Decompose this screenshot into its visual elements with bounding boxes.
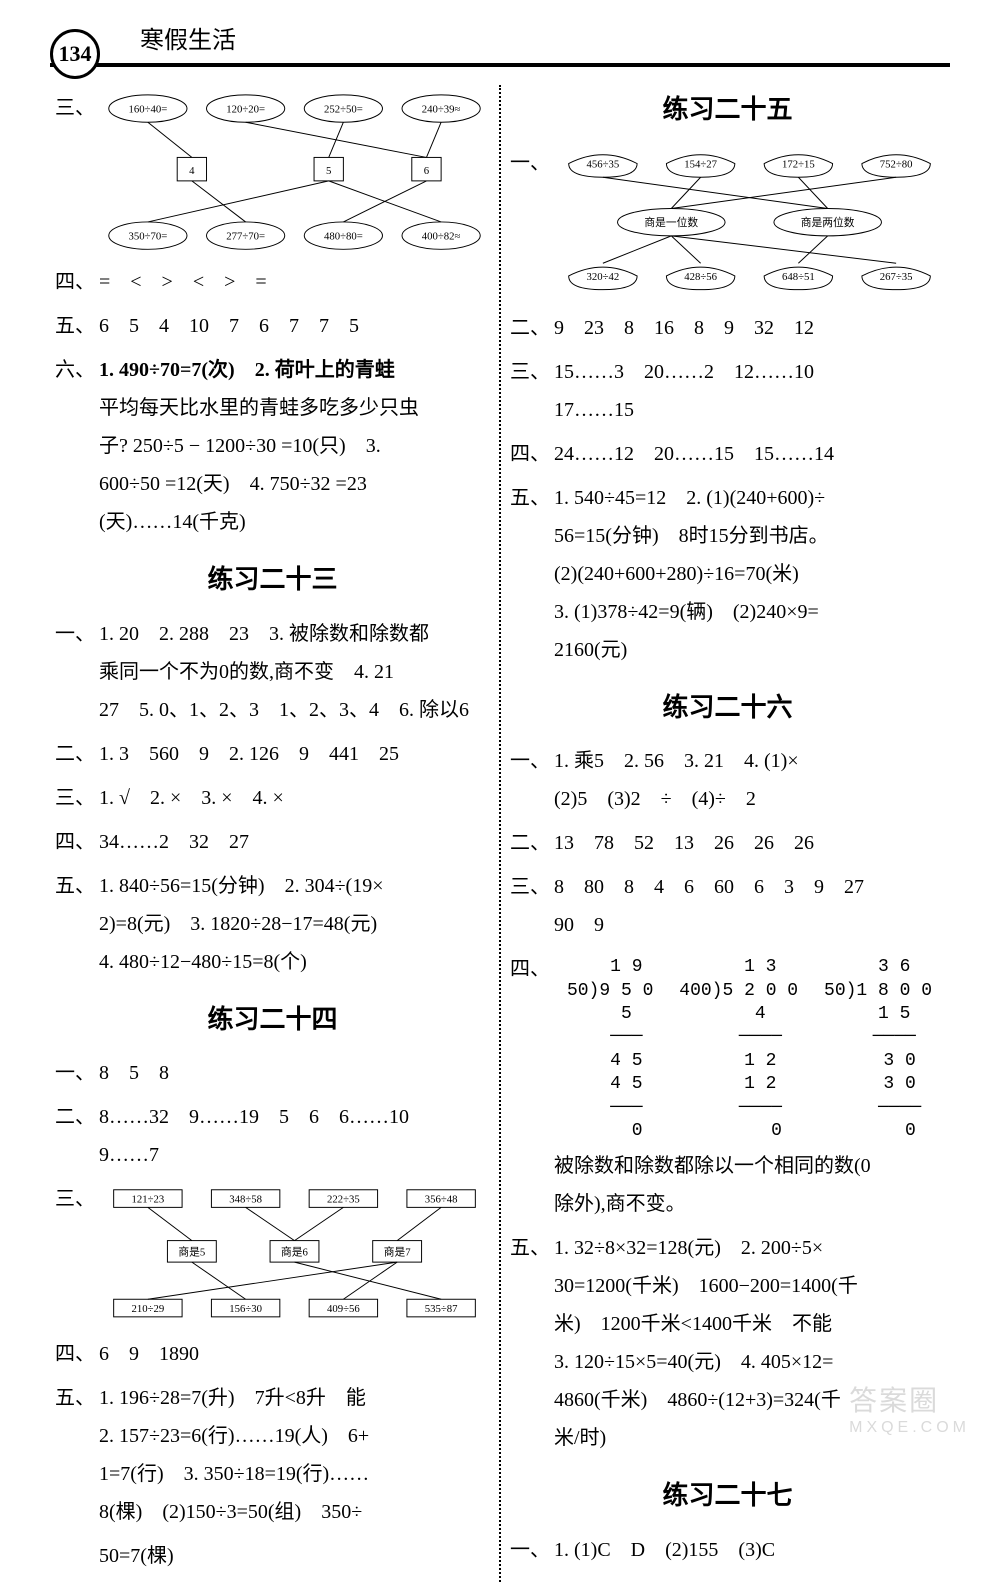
svg-text:240÷39≈: 240÷39≈ (422, 103, 461, 115)
svg-text:210÷29: 210÷29 (131, 1303, 164, 1315)
diagram-1: 三、 160÷40= 120÷20= 252÷50= 240÷39≈ 4 5 6… (55, 89, 490, 255)
svg-text:172÷15: 172÷15 (782, 159, 815, 171)
diagram-3: 一、 456÷35 154÷27 172÷15 752÷80 商是一位数 商是两… (510, 144, 945, 300)
svg-text:480÷80=: 480÷80= (324, 231, 363, 243)
watermark: 答案圈 MXQE.COM (849, 1379, 970, 1437)
ex23-q5: 五、1. 840÷56=15(分钟) 2. 304÷(19× 2)=8(元) 3… (55, 867, 490, 981)
ex23-q1: 一、1. 20 2. 288 23 3. 被除数和除数都 乘同一个不为0的数,商… (55, 615, 490, 729)
q5: 五、6 5 4 10 7 6 7 7 5 (55, 307, 490, 345)
diagram-3-svg: 456÷35 154÷27 172÷15 752÷80 商是一位数 商是两位数 … (554, 144, 945, 300)
cont-line: 50=7(棵) (55, 1537, 490, 1575)
page-content: 三、 160÷40= 120÷20= 252÷50= 240÷39≈ 4 5 6… (55, 85, 945, 1447)
svg-text:4: 4 (189, 165, 195, 177)
svg-text:277÷70=: 277÷70= (226, 231, 265, 243)
page-header: 134 寒假生活 (50, 20, 950, 67)
svg-text:252÷50=: 252÷50= (324, 103, 363, 115)
ex24-q1: 一、8 5 8 (55, 1054, 490, 1092)
page-number: 134 (50, 29, 100, 79)
diagram-2-svg: 121÷23 348÷58 222÷35 356÷48 商是5 商是6 商是7 … (99, 1180, 490, 1327)
ex25-q3: 三、15……3 20……2 12……10 17……15 (510, 353, 945, 429)
ex24-q5: 五、1. 196÷28=7(升) 7升<8升 能 2. 157÷23=6(行)…… (55, 1379, 490, 1531)
svg-text:320÷42: 320÷42 (586, 271, 619, 283)
ex23-q4: 四、34……2 32 27 (55, 823, 490, 861)
svg-text:154÷27: 154÷27 (684, 159, 717, 171)
ex23-q3: 三、1. √ 2. × 3. × 4. × (55, 779, 490, 817)
ex23-q2: 二、1. 3 560 9 2. 126 9 441 25 (55, 735, 490, 773)
ex26-title: 练习二十六 (510, 683, 945, 732)
diagram-1-svg: 160÷40= 120÷20= 252÷50= 240÷39≈ 4 5 6 35… (99, 89, 490, 255)
long-division: 1 9 50)9 5 0 5 ─── 4 5 4 5 ─── 0 1 3 400… (554, 956, 945, 1143)
ex26-q2: 二、13 78 52 13 26 26 26 (510, 824, 945, 862)
svg-text:350÷70=: 350÷70= (128, 231, 167, 243)
ex24-q4: 四、6 9 1890 (55, 1335, 490, 1373)
svg-text:121÷23: 121÷23 (131, 1193, 164, 1205)
svg-text:267÷35: 267÷35 (880, 271, 913, 283)
svg-text:400÷82≈: 400÷82≈ (422, 231, 461, 243)
ex26-q4: 四、 1 9 50)9 5 0 5 ─── 4 5 4 5 ─── 0 1 3 … (510, 950, 945, 1223)
ex26-q1: 一、1. 乘5 2. 56 3. 21 4. (1)× (2)5 (3)2 ÷ … (510, 742, 945, 818)
ex25-q2: 二、9 23 8 16 8 9 32 12 (510, 309, 945, 347)
svg-text:商是5: 商是5 (178, 1245, 205, 1258)
ex24-q2: 二、8……32 9……19 5 6 6……10 9……7 (55, 1098, 490, 1174)
svg-text:160÷40=: 160÷40= (128, 103, 167, 115)
ex27-title: 练习二十七 (510, 1471, 945, 1520)
svg-text:348÷58: 348÷58 (229, 1193, 262, 1205)
svg-text:6: 6 (424, 165, 430, 177)
svg-text:409÷56: 409÷56 (327, 1303, 360, 1315)
svg-text:535÷87: 535÷87 (425, 1303, 458, 1315)
svg-text:428÷56: 428÷56 (684, 271, 717, 283)
svg-text:120÷20=: 120÷20= (226, 103, 265, 115)
label-3: 三、 (55, 89, 99, 127)
svg-text:商是一位数: 商是一位数 (644, 216, 698, 229)
svg-text:5: 5 (326, 165, 331, 177)
svg-text:商是6: 商是6 (281, 1245, 309, 1258)
ex25-q4: 四、24……12 20……15 15……14 (510, 435, 945, 473)
header-title: 寒假生活 (140, 20, 236, 63)
ex26-q3: 三、8 80 8 4 6 60 6 3 9 27 90 9 (510, 868, 945, 944)
svg-text:752÷80: 752÷80 (880, 159, 913, 171)
q6: 六、1. 490÷70=7(次) 2. 荷叶上的青蛙 平均每天比水里的青蛙多吃多… (55, 351, 490, 541)
ex23-title: 练习二十三 (55, 555, 490, 604)
svg-text:356÷48: 356÷48 (425, 1193, 458, 1205)
q4: 四、= < > < > = (55, 263, 490, 301)
svg-text:456÷35: 456÷35 (586, 159, 619, 171)
svg-text:222÷35: 222÷35 (327, 1193, 360, 1205)
ex25-q5: 五、1. 540÷45=12 2. (1)(240+600)÷ 56=15(分钟… (510, 479, 945, 669)
svg-text:648÷51: 648÷51 (782, 271, 815, 283)
ex27-q1: 一、1. (1)C D (2)155 (3)C (510, 1531, 945, 1569)
svg-text:商是两位数: 商是两位数 (801, 216, 855, 229)
diagram-2: 三、 121÷23 348÷58 222÷35 356÷48 商是5 商是6 商… (55, 1180, 490, 1327)
ex25-title: 练习二十五 (510, 85, 945, 134)
ex24-title: 练习二十四 (55, 995, 490, 1044)
svg-text:商是7: 商是7 (384, 1245, 412, 1258)
svg-text:156÷30: 156÷30 (229, 1303, 262, 1315)
